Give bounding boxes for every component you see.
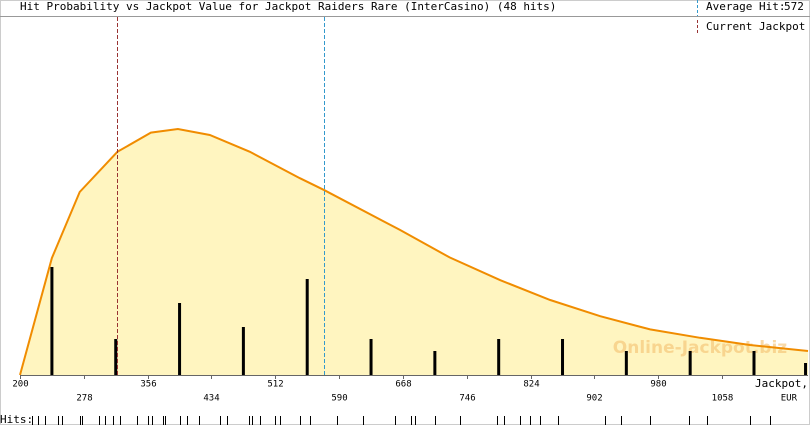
x-tick-label: 824 — [523, 380, 539, 390]
x-tick-label: 902 — [586, 394, 602, 404]
x-tick-label: 434 — [203, 394, 219, 404]
bar — [433, 351, 437, 375]
x-tick-label: 278 — [76, 394, 92, 404]
x-tick-label: 512 — [267, 380, 283, 390]
bar — [241, 327, 245, 375]
bar — [369, 339, 373, 375]
bar — [804, 363, 808, 375]
x-axis-label: Jackpot, — [755, 377, 808, 390]
curve-area — [20, 129, 808, 375]
watermark: Online-Jackpot.biz — [613, 338, 788, 358]
hits-label: Hits: — [0, 413, 33, 425]
bar — [752, 351, 756, 375]
x-tick-label: 590 — [331, 394, 347, 404]
x-tick-label: 668 — [395, 380, 411, 390]
bar — [178, 303, 182, 375]
bar — [624, 351, 628, 375]
x-tick-label: 746 — [459, 394, 475, 404]
x-tick-label: 200 — [12, 380, 28, 390]
x-tick-label: 1058 — [712, 394, 734, 404]
x-tick-label: 356 — [140, 380, 156, 390]
chart-title: Hit Probability vs Jackpot Value for Jac… — [20, 0, 556, 13]
bar — [50, 267, 54, 375]
legend-average-value: 572 — [784, 0, 804, 13]
x-axis-unit: EUR — [781, 394, 798, 404]
bar — [561, 339, 565, 375]
legend-current-label: Current Jackpot — [706, 20, 805, 33]
bar — [688, 351, 692, 375]
legend-average-label: Average Hit: — [706, 0, 785, 13]
bar — [114, 339, 118, 375]
bar — [305, 279, 309, 375]
x-tick-label: 980 — [650, 380, 666, 390]
bar — [497, 339, 501, 375]
